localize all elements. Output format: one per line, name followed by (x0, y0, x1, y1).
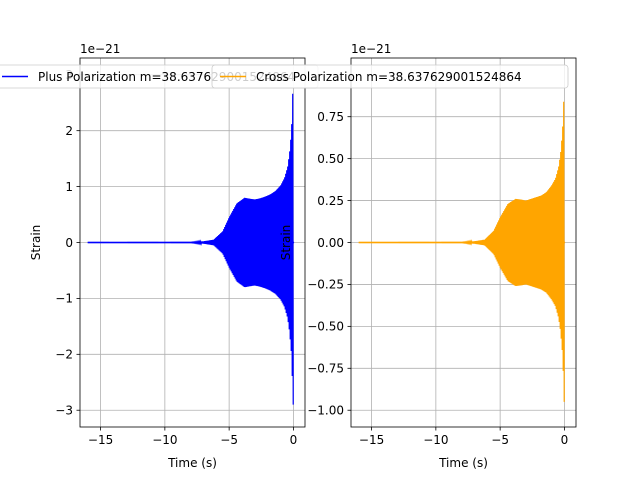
x-tick-label: −5 (491, 433, 509, 447)
y-tick-label: −0.25 (307, 278, 344, 292)
legend-box (211, 64, 569, 89)
x-tick-label: −10 (423, 433, 448, 447)
axis-offset-text: 1e−21 (80, 42, 120, 56)
y-tick-label: 0.00 (317, 236, 344, 250)
x-tick-label: 0 (290, 433, 298, 447)
y-tick-label: 0.50 (317, 152, 344, 166)
axis-offset-text: 1e−21 (351, 42, 391, 56)
y-tick-label: 0 (65, 236, 73, 250)
y-tick-label: −0.50 (307, 320, 344, 334)
x-tick-label: −10 (152, 433, 177, 447)
x-tick-label: −15 (359, 433, 384, 447)
x-tick-label: 0 (561, 433, 569, 447)
legend: Cross Polarization m=38.637629001524864 (211, 64, 569, 89)
y-tick-label: −3 (55, 404, 73, 418)
x-tick-label: −15 (88, 433, 113, 447)
y-tick-label: −1.00 (307, 404, 344, 418)
y-tick-label: 2 (65, 124, 73, 138)
y-tick-label: 0.75 (317, 110, 344, 124)
x-tick-label: −5 (220, 433, 238, 447)
cross-polarization-panel: −15 −10 −5 0 −1.00 −0.75 −0.50 −0.25 0.00 0.25 0.5… (279, 42, 577, 470)
x-axis-label: Time (s) (167, 456, 217, 470)
y-axis-label: Strain (29, 225, 43, 261)
legend-label: Cross Polarization m=38.637629001524864 (256, 70, 522, 84)
y-tick-label: −1 (55, 292, 73, 306)
series-line (358, 101, 566, 402)
y-tick-label: −2 (55, 348, 73, 362)
y-tick-label: −0.75 (307, 362, 344, 376)
y-axis-label: Strain (279, 225, 293, 261)
y-tick-label: 0.25 (317, 194, 344, 208)
y-tick-label: 1 (65, 180, 73, 194)
x-axis-label: Time (s) (438, 456, 488, 470)
series-line (87, 93, 295, 405)
